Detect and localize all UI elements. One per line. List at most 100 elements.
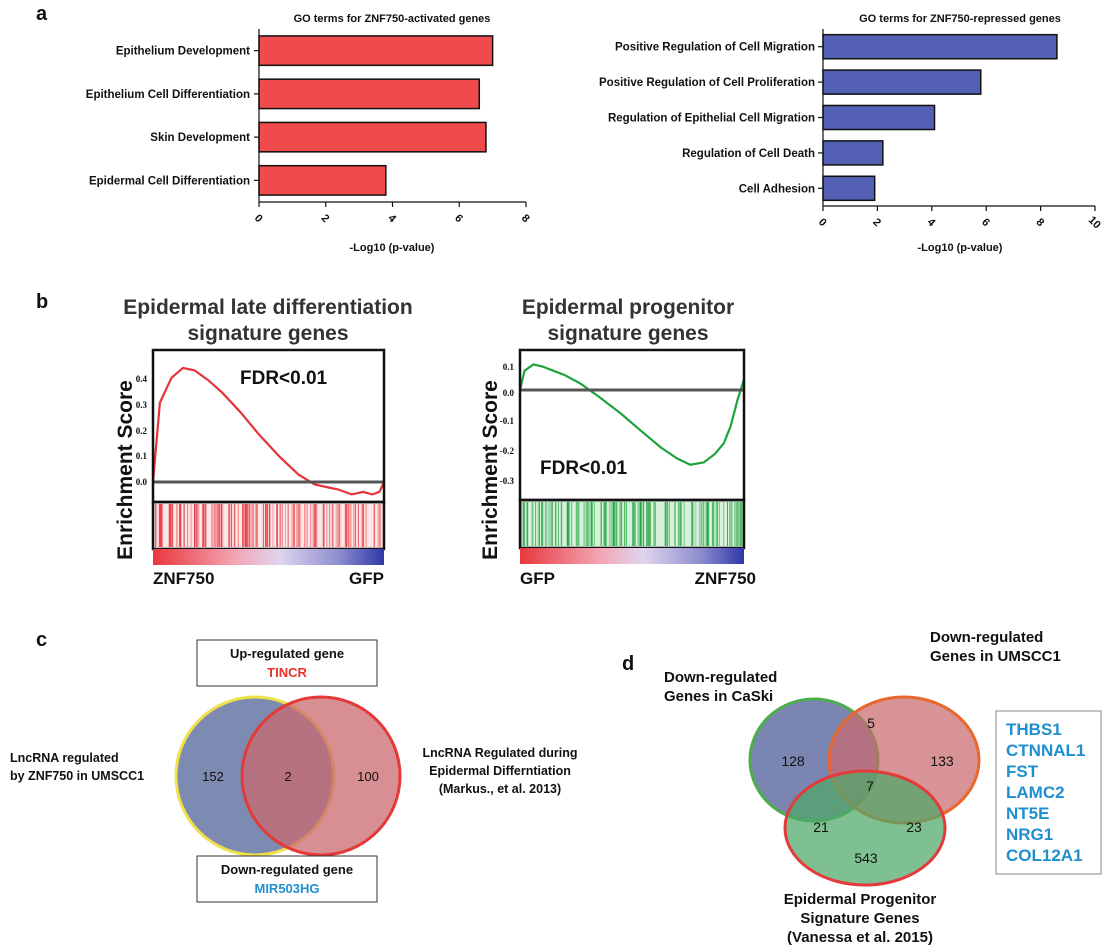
gsea-late-right-label: GFP	[349, 569, 384, 588]
go-activated-bar	[258, 78, 481, 110]
up-regulated-gene: TINCR	[267, 665, 307, 680]
go-activated-bar	[258, 121, 487, 153]
up-regulated-title: Up-regulated gene	[230, 646, 344, 661]
gsea-late-y-tick-label: 0.3	[136, 400, 148, 410]
venn-d-progenitor-label-line3: (Vanessa et al. 2015)	[787, 929, 933, 946]
down-regulated-gene: MIR503HG	[254, 881, 319, 896]
gene-list-item: NRG1	[1006, 825, 1053, 844]
gsea-progenitor-enrichment-line	[518, 363, 746, 466]
gene-list: THBS1 CTNNAL1 FST LAMC2 NT5E NRG1 COL12A1	[1006, 720, 1085, 865]
venn-d-umscc1-progenitor-count: 23	[906, 819, 922, 835]
venn-d-caski-label-line2: Genes in CaSki	[664, 688, 773, 705]
venn-d-umscc1-only-count: 133	[930, 753, 954, 769]
gene-list-box	[995, 710, 1102, 875]
gene-list-item: CTNNAL1	[1006, 741, 1085, 760]
gsea-late-fdr: FDR<0.01	[240, 368, 328, 389]
gsea-late-enrichment-line	[151, 366, 385, 496]
go-repressed-x-tick-label: 0	[816, 216, 829, 229]
venn-c-right-circle	[240, 695, 402, 857]
go-repressed-category-label: Cell Adhesion	[739, 183, 815, 195]
venn-d-progenitor-label-line1: Epidermal Progenitor	[784, 891, 937, 908]
venn-d-progenitor-ellipse	[783, 769, 947, 887]
gsea-late-marks: 0.4 0.3 0.2 0.1 0.0	[136, 366, 385, 549]
gene-list-item: COL12A1	[1006, 846, 1083, 865]
gsea-progenitor-y-tick-label: 0.0	[503, 388, 515, 398]
venn-c-right-count: 100	[357, 769, 379, 784]
gsea-progenitor-right-label: ZNF750	[695, 569, 756, 588]
gsea-late-ylabel: Enrichment Score	[114, 380, 137, 560]
down-regulated-box	[196, 855, 378, 903]
go-repressed-category-label: Positive Regulation of Cell Migration	[615, 42, 815, 54]
down-regulated-title: Down-regulated gene	[221, 862, 353, 877]
venn-d-caski-label-line1: Down-regulated	[664, 669, 777, 686]
go-activated-category-label: Epithelium Cell Differentiation	[86, 89, 250, 101]
go-repressed-bars: Positive Regulation of Cell Migration Pos…	[599, 29, 1103, 231]
gsea-progenitor-y-tick-label: 0.1	[503, 362, 515, 372]
go-activated-bar	[258, 35, 494, 67]
gsea-progenitor-ylabel: Enrichment Score	[479, 380, 502, 560]
gsea-progenitor-title-line2: signature genes	[547, 322, 708, 345]
go-repressed-category-label: Positive Regulation of Cell Proliferatio…	[599, 77, 815, 89]
venn-d-caski-only-count: 128	[781, 753, 805, 769]
venn-d-umscc1-label-line2: Genes in UMSCC1	[930, 648, 1061, 665]
gsea-late-y-tick-label: 0.0	[136, 477, 148, 487]
gsea-progenitor-title-line1: Epidermal progenitor	[522, 296, 734, 319]
venn-lncrna: Up-regulated gene TINCR 152 2 100 LncRNA…	[10, 639, 578, 903]
gene-list-item: FST	[1006, 762, 1039, 781]
gsea-late-chart: Epidermal late differentiation signature…	[114, 296, 413, 588]
gsea-progenitor-y-tick-label: -0.3	[500, 476, 515, 486]
venn-c-left-label-line1: LncRNA regulated	[10, 751, 119, 765]
venn-d-caski-umscc1-count: 5	[867, 715, 875, 731]
gsea-progenitor-y-tick-label: -0.1	[500, 416, 515, 426]
up-regulated-box	[196, 639, 378, 687]
go-repressed-category-label: Regulation of Epithelial Cell Migration	[608, 113, 815, 125]
venn-d-caski-progenitor-count: 21	[813, 819, 829, 835]
go-activated-x-tick-label: 8	[519, 212, 532, 225]
go-activated-bar	[258, 164, 387, 196]
panel-label-b: b	[36, 291, 48, 313]
gene-list-item: LAMC2	[1006, 783, 1065, 802]
venn-d-umscc1-label-line1: Down-regulated	[930, 629, 1043, 646]
gsea-progenitor-marks: 0.1 0.0 -0.1 -0.2 -0.3	[500, 362, 746, 548]
panel-label-a: a	[36, 3, 48, 25]
panel-label-c: c	[36, 629, 47, 651]
gsea-progenitor-chart: Epidermal progenitor signature genes Enr…	[479, 296, 756, 588]
go-repressed-x-tick-label: 6	[979, 216, 992, 229]
go-activated-chart: GO terms for ZNF750-activated genes Epit…	[86, 13, 532, 254]
venn-d-all-three-count: 7	[866, 778, 874, 794]
go-repressed-bar	[822, 69, 982, 95]
gsea-progenitor-fdr: FDR<0.01	[540, 458, 628, 479]
go-repressed-xlabel: -Log10 (p-value)	[918, 242, 1003, 254]
go-activated-title: GO terms for ZNF750-activated genes	[294, 13, 491, 25]
go-repressed-x-tick-label: 4	[925, 216, 938, 229]
go-repressed-title: GO terms for ZNF750-repressed genes	[859, 13, 1061, 25]
go-activated-category-label: Epithelium Development	[116, 46, 250, 58]
venn-d-progenitor-label-line2: Signature Genes	[800, 910, 919, 927]
go-activated-bars: Epithelium Development Epithelium Cell Di…	[86, 29, 532, 226]
venn-c-right-label-line1: LncRNA Regulated during	[422, 746, 577, 760]
go-repressed-x-tick-label: 10	[1086, 214, 1103, 231]
go-activated-category-label: Epidermal Cell Differentiation	[89, 175, 250, 187]
gsea-late-y-tick-label: 0.4	[136, 374, 148, 384]
go-repressed-x-tick-label: 2	[870, 216, 883, 229]
venn-d-progenitor-only-count: 543	[854, 850, 878, 866]
venn-down-regulated: Down-regulated Genes in CaSki Down-regul…	[664, 629, 1102, 946]
go-activated-x-tick-label: 4	[385, 212, 398, 225]
go-activated-x-tick-label: 0	[252, 212, 265, 225]
go-repressed-chart: GO terms for ZNF750-repressed genes Posi…	[599, 13, 1103, 254]
venn-c-left-count: 152	[202, 769, 224, 784]
go-activated-x-tick-label: 6	[452, 212, 465, 225]
go-repressed-bar	[822, 104, 936, 131]
venn-c-right-label-line2: Epidermal Differntiation	[429, 764, 571, 778]
venn-c-overlap-count: 2	[284, 769, 291, 784]
gsea-late-title-line1: Epidermal late differentiation	[123, 296, 412, 319]
gsea-late-y-tick-label: 0.2	[136, 426, 148, 436]
venn-c-right-label-line3: (Markus., et al. 2013)	[439, 782, 561, 796]
gene-list-item: NT5E	[1006, 804, 1049, 823]
gsea-late-title-line2: signature genes	[187, 322, 348, 345]
go-repressed-bar	[822, 140, 884, 166]
go-repressed-category-label: Regulation of Cell Death	[682, 148, 815, 160]
go-activated-xlabel: -Log10 (p-value)	[350, 242, 435, 254]
gsea-late-y-tick-label: 0.1	[136, 451, 148, 461]
gene-list-item: THBS1	[1006, 720, 1062, 739]
